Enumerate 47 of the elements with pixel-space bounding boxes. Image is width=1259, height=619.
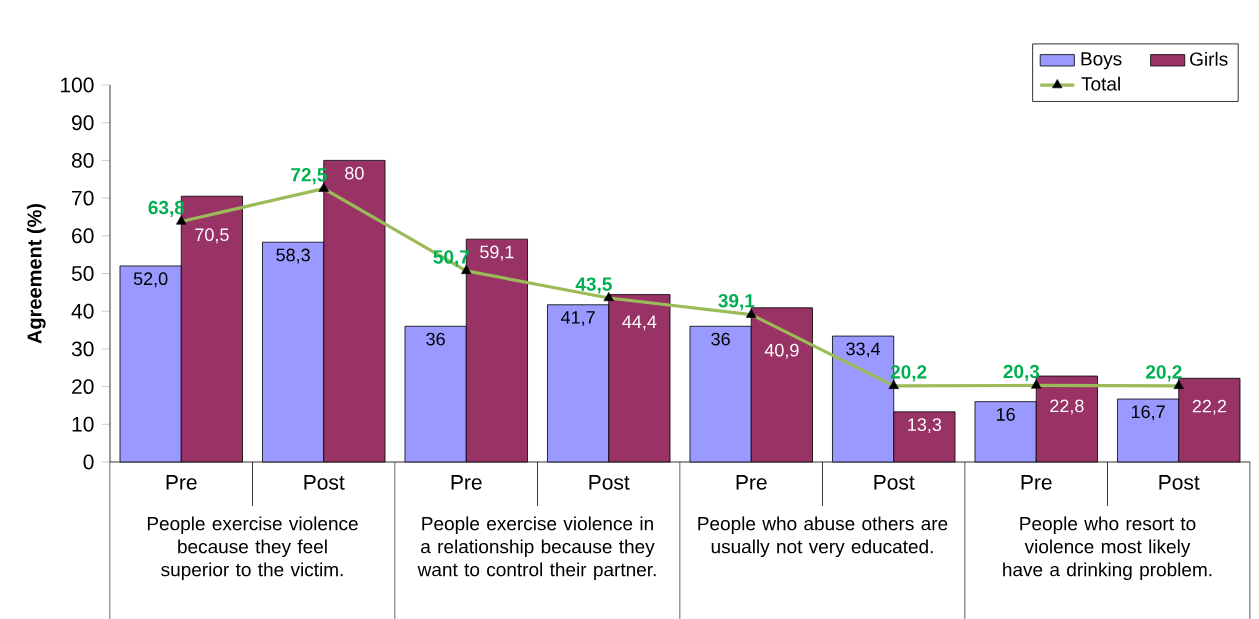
y-tick-label: 0 <box>83 454 94 470</box>
legend-label: Total <box>1081 76 1120 91</box>
data-label: 43,5 <box>575 277 612 294</box>
data-label: 36 <box>426 332 445 346</box>
data-label: 16,7 <box>1131 405 1165 421</box>
data-label: 33,4 <box>846 342 881 358</box>
legend-label: Boys <box>1081 52 1122 70</box>
y-tick-label: 20 <box>72 379 94 395</box>
data-label: 40,9 <box>764 343 799 359</box>
data-label: 58,3 <box>276 248 310 264</box>
legend-label: Girls <box>1190 51 1228 66</box>
data-label: 22,8 <box>1050 399 1084 415</box>
data-label: 59,1 <box>480 245 514 261</box>
data-label: 13,3 <box>908 418 942 434</box>
y-tick-label: 70 <box>72 190 94 206</box>
data-label: 44,4 <box>622 315 657 331</box>
y-tick-label: 60 <box>72 228 94 244</box>
x-tick-label: Pre <box>451 475 482 490</box>
data-label: 20,3 <box>1003 364 1040 382</box>
x-tick-label: Post <box>589 475 630 490</box>
y-tick-label: 30 <box>71 341 94 357</box>
y-tick-label: 40 <box>71 303 94 319</box>
x-tick-label: Post <box>1159 475 1200 490</box>
text: People who resort to violence most likely have a drinking problem. <box>1003 516 1212 581</box>
x-tick-label: Pre <box>166 475 197 490</box>
y-tick-label: 100 <box>60 77 94 93</box>
data-label: 52,0 <box>133 272 168 288</box>
x-tick-label: Post <box>874 475 915 490</box>
data-label: 36 <box>711 332 730 346</box>
y-tick-label: 90 <box>72 115 94 131</box>
text: People exercise violence because they feel superior to the victim. <box>147 516 358 581</box>
text: People who abuse others are usually not very educated. <box>698 516 948 558</box>
x-tick-label: Pre <box>736 475 767 490</box>
data-label: 41,7 <box>561 311 595 326</box>
data-label: 80 <box>345 166 364 180</box>
data-label: 22,2 <box>1192 399 1226 415</box>
y-tick-label: 10 <box>72 416 94 432</box>
y-axis-title: Agreement (%) <box>26 203 46 344</box>
x-tick-label: Post <box>304 475 345 490</box>
y-tick-label: 50 <box>71 266 94 281</box>
y-tick-label: 80 <box>71 152 94 168</box>
x-tick-label: Pre <box>1021 475 1052 490</box>
data-label: 70,5 <box>195 228 229 244</box>
data-label: 39,1 <box>718 293 755 311</box>
data-label: 16 <box>996 408 1015 421</box>
text: People exercise violence in a relationship because they want to control their partner. <box>417 516 656 581</box>
data-label: 20,2 <box>1146 365 1182 382</box>
